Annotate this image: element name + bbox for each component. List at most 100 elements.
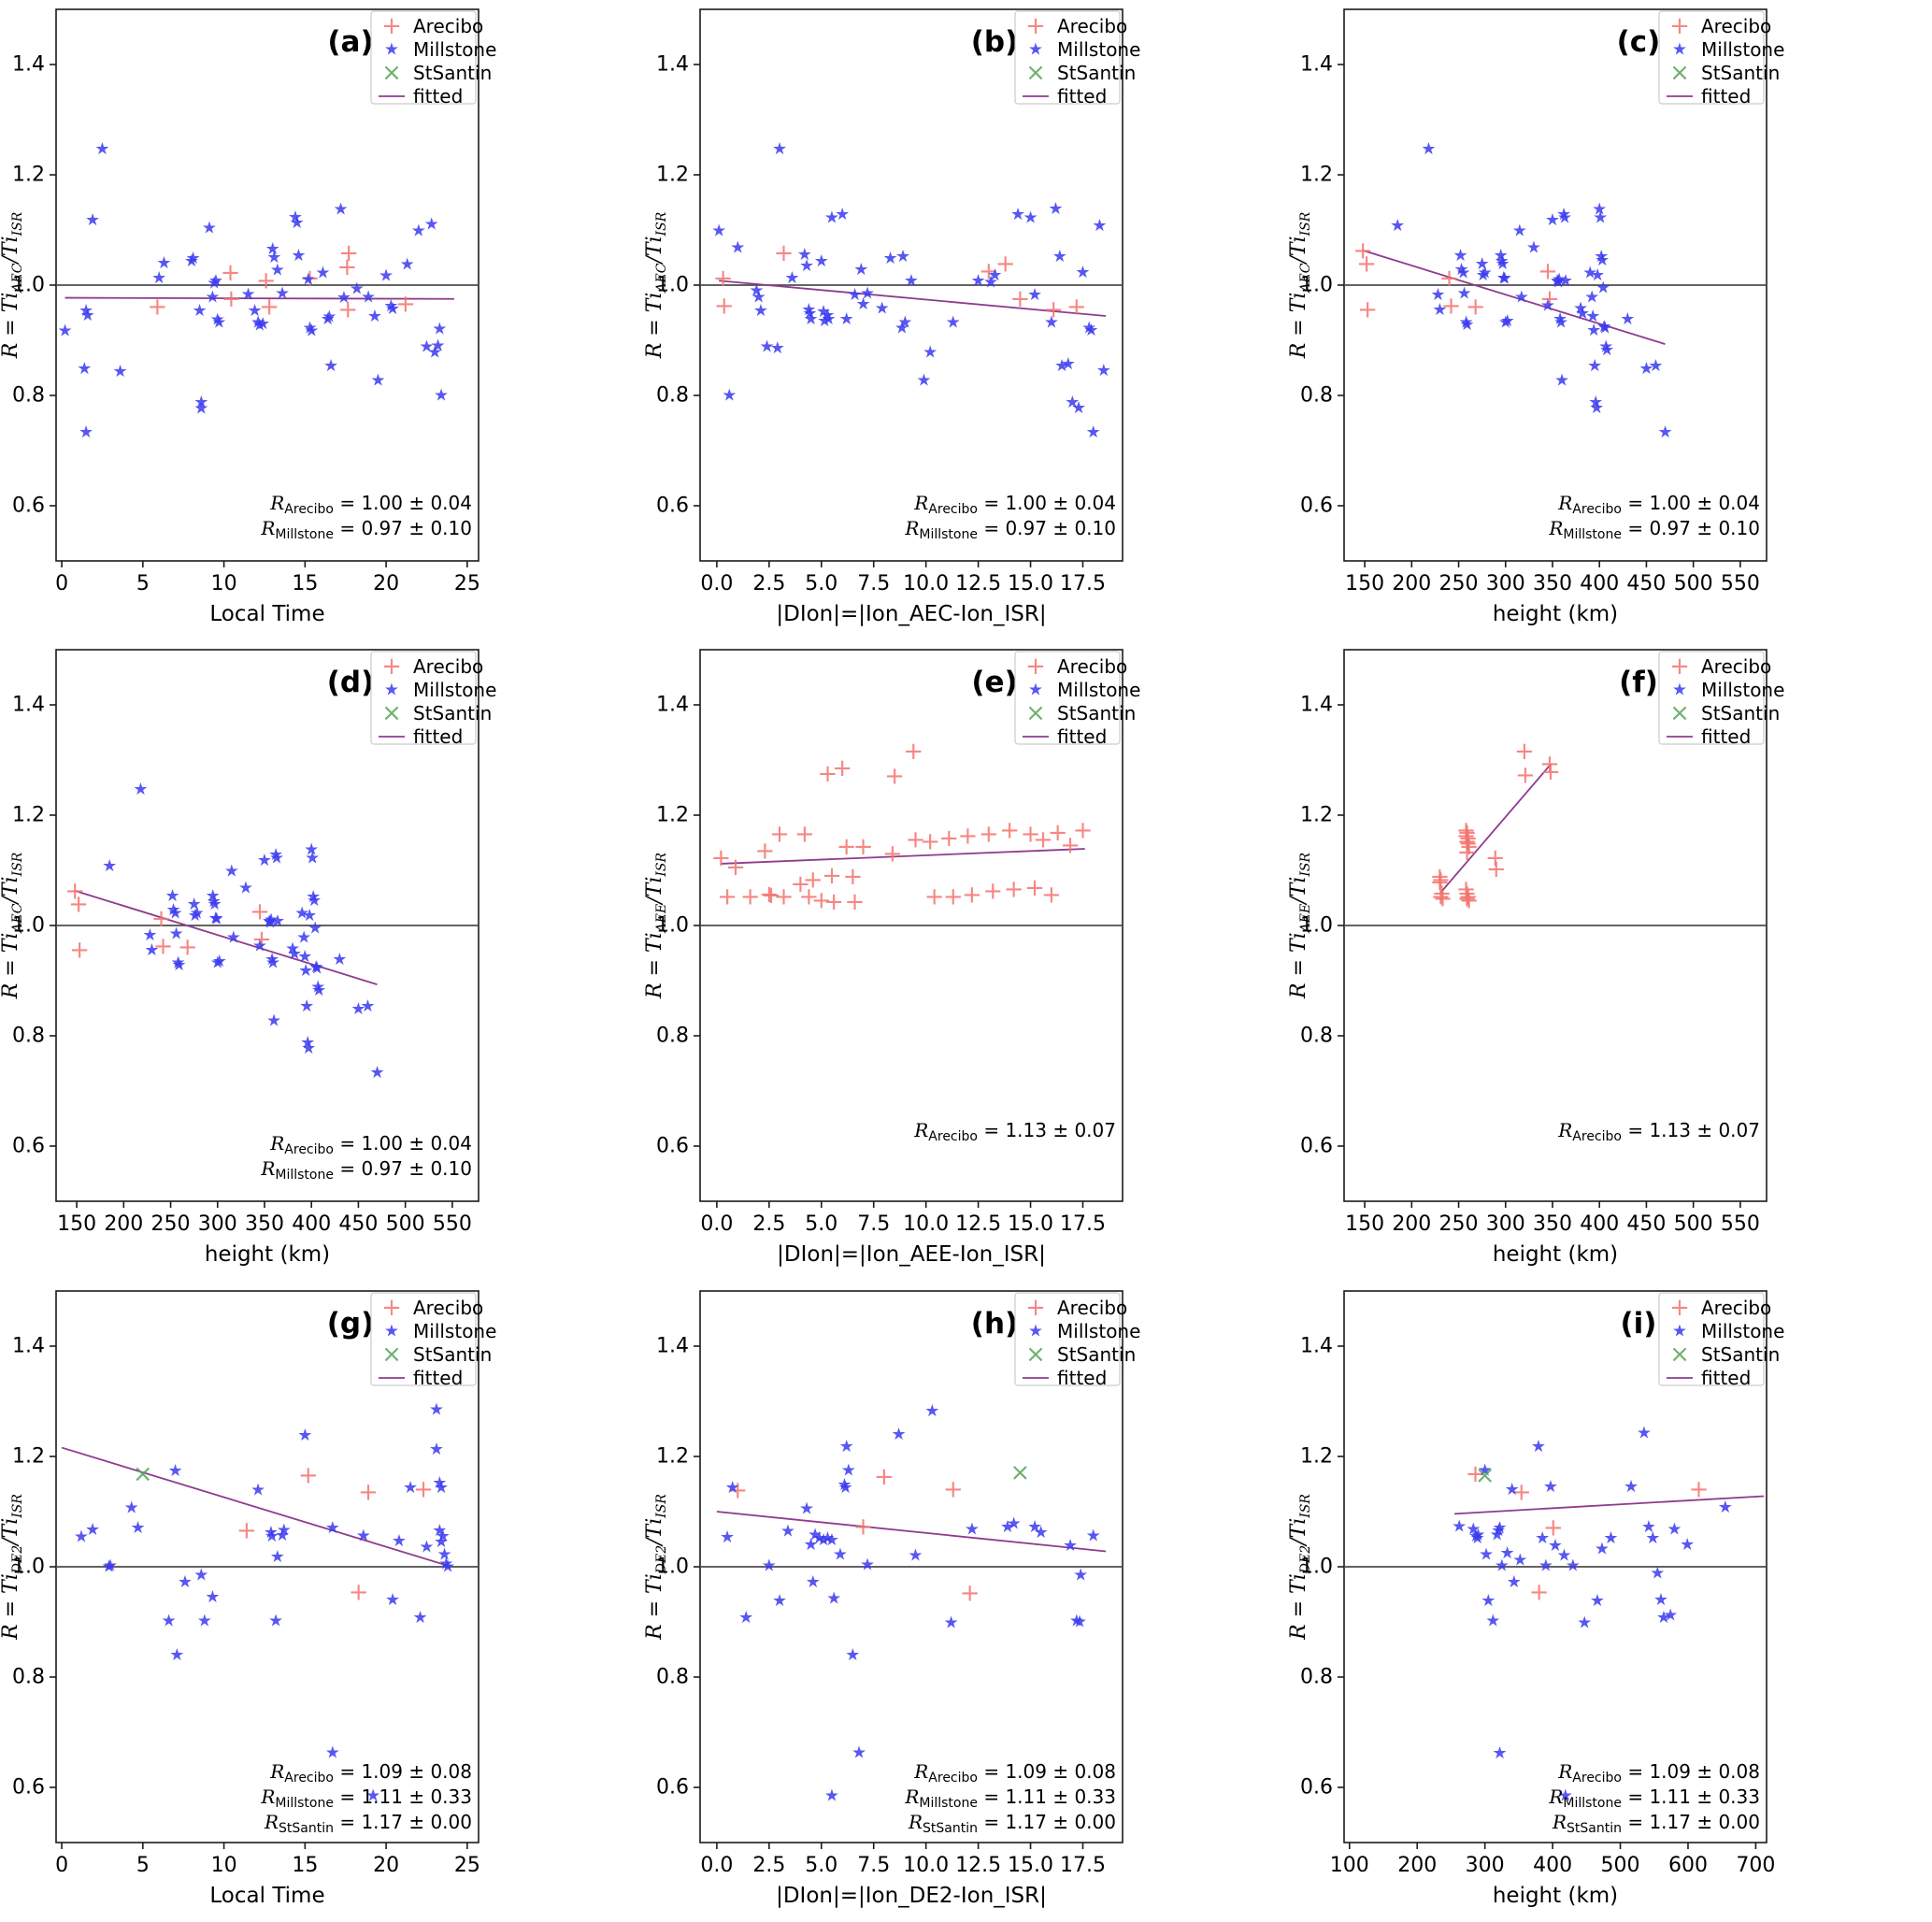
panel-svg-e: 0.6 0.8 1.0 1.2 1.4 0.0 2.5 5.0 7.5 10.0 12.5 15.0 1…	[644, 649, 1140, 1267]
panel-label: (d)	[327, 666, 375, 699]
millstone-point: ★	[751, 287, 766, 307]
millstone-point: ★	[1507, 1572, 1522, 1592]
millstone-point: ★	[1075, 263, 1090, 282]
millstone-point: ★	[208, 895, 222, 914]
x-tick-label: 5	[136, 1854, 150, 1877]
arecibo-point: +	[717, 883, 737, 911]
y-tick-label: 0.8	[1300, 1665, 1333, 1688]
y-tick-label: 0.6	[1300, 495, 1333, 518]
y-axis-label: R = TiAEC/TiISR	[1288, 211, 1313, 359]
millstone-point: ★	[80, 306, 95, 325]
arecibo-point: +	[845, 889, 866, 917]
panel-label: (h)	[971, 1307, 1018, 1341]
millstone-point: ★	[427, 342, 442, 362]
x-tick-label: 350	[1533, 1212, 1572, 1236]
millstone-point: ★	[820, 306, 835, 325]
arecibo-point: +	[148, 294, 168, 322]
millstone-point: ★	[336, 288, 351, 308]
millstone-point: ★	[860, 1555, 875, 1574]
millstone-point: ★	[1496, 254, 1510, 274]
millstone-point: ★	[1639, 359, 1653, 379]
x-tick-label: 10.0	[903, 1212, 949, 1236]
panel-svg-f: 0.6 0.8 1.0 1.2 1.4 150 200 250 300 350 400 450 500 5…	[1288, 649, 1784, 1267]
millstone-point: ★	[438, 1554, 453, 1573]
millstone-point: ★	[322, 308, 336, 327]
millstone-point: ★	[1452, 1516, 1467, 1536]
millstone-point: ★	[156, 253, 171, 273]
millstone-point: ★	[1027, 285, 1042, 305]
y-tick-label: 0.8	[1300, 1025, 1333, 1048]
millstone-point: ★	[207, 892, 222, 911]
x-tick-label: 7.5	[857, 572, 890, 595]
panel-svg-c: 0.6 0.8 1.0 1.2 1.4 150 200 250 300 350 400 450 500 5…	[1288, 8, 1784, 626]
x-tick-label: 300	[1486, 1212, 1525, 1236]
millstone-point: ★	[333, 200, 348, 220]
millstone-point: ★	[360, 997, 375, 1017]
arecibo-point: +	[962, 882, 982, 910]
arecibo-point: +	[1433, 885, 1453, 913]
millstone-point: ★	[1550, 271, 1565, 291]
legend-item-label: Arecibo	[1701, 655, 1771, 678]
millstone-point: ★	[436, 1527, 451, 1546]
legend-item-label: fitted	[413, 85, 463, 108]
millstone-point: ★	[1500, 311, 1515, 331]
millstone-point: ★	[1545, 210, 1560, 230]
arecibo-point: +	[338, 239, 359, 267]
legend-item-label: Arecibo	[1057, 15, 1127, 37]
arecibo-point: +	[958, 823, 979, 851]
millstone-point: ★	[1595, 1539, 1610, 1558]
x-tick-label: 350	[245, 1212, 284, 1236]
legend-item-label: Arecibo	[413, 1297, 483, 1319]
millstone-point: ★	[1596, 317, 1611, 337]
x-tick-label: 300	[198, 1212, 237, 1236]
x-tick-label: 150	[1345, 572, 1384, 595]
arecibo-point: +	[791, 870, 811, 898]
x-tick-label: 5.0	[805, 1212, 837, 1236]
legend-millstone-marker: ★	[384, 40, 399, 60]
millstone-point: ★	[1548, 1536, 1563, 1556]
x-tick-label: 7.5	[857, 1854, 890, 1877]
millstone-point: ★	[308, 919, 322, 939]
millstone-point: ★	[853, 260, 868, 280]
millstone-point: ★	[1535, 1528, 1550, 1547]
annotation-line: RMillstone = 1.11 ± 0.33	[1548, 1786, 1760, 1811]
millstone-point: ★	[419, 337, 434, 357]
millstone-point: ★	[103, 1556, 118, 1575]
millstone-point: ★	[1500, 1542, 1515, 1562]
millstone-point: ★	[1470, 1528, 1485, 1547]
millstone-point: ★	[892, 1425, 907, 1444]
millstone-point: ★	[1624, 1477, 1639, 1497]
fitted-line	[64, 296, 454, 300]
arecibo-point: +	[1466, 1460, 1486, 1488]
y-tick-label: 1.4	[12, 1334, 45, 1357]
arecibo-point: +	[64, 878, 85, 906]
millstone-point: ★	[57, 321, 72, 340]
fitted-line	[721, 848, 1085, 866]
millstone-point: ★	[171, 954, 186, 973]
legend-arecibo-marker: +	[1669, 12, 1690, 40]
millstone-point: ★	[1460, 315, 1475, 335]
arecibo-point: +	[1430, 868, 1451, 896]
arecibo-point: +	[924, 883, 945, 911]
legend-item-label: fitted	[1701, 85, 1751, 108]
arecibo-point: +	[256, 266, 277, 294]
millstone-point: ★	[429, 1439, 444, 1458]
panel-svg-a: 0.6 0.8 1.0 1.2 1.4 0 5 10 15 20 25 Local Time R = T…	[0, 8, 496, 626]
millstone-point: ★	[816, 302, 831, 322]
millstone-point: ★	[79, 423, 93, 442]
y-tick-label: 1.0	[12, 914, 45, 938]
millstone-point: ★	[1657, 423, 1672, 442]
arecibo-point: +	[1430, 863, 1451, 891]
millstone-point: ★	[269, 849, 284, 868]
millstone-point: ★	[1498, 313, 1513, 333]
x-tick-label: 5.0	[805, 572, 837, 595]
millstone-point: ★	[270, 911, 285, 931]
x-tick-label: 0.0	[700, 572, 733, 595]
x-tick-label: 17.5	[1060, 1212, 1106, 1236]
arecibo-point: +	[982, 878, 1003, 906]
millstone-point: ★	[1512, 222, 1527, 241]
millstone-point: ★	[304, 840, 319, 860]
legend-item-label: Millstone	[1057, 1320, 1140, 1342]
